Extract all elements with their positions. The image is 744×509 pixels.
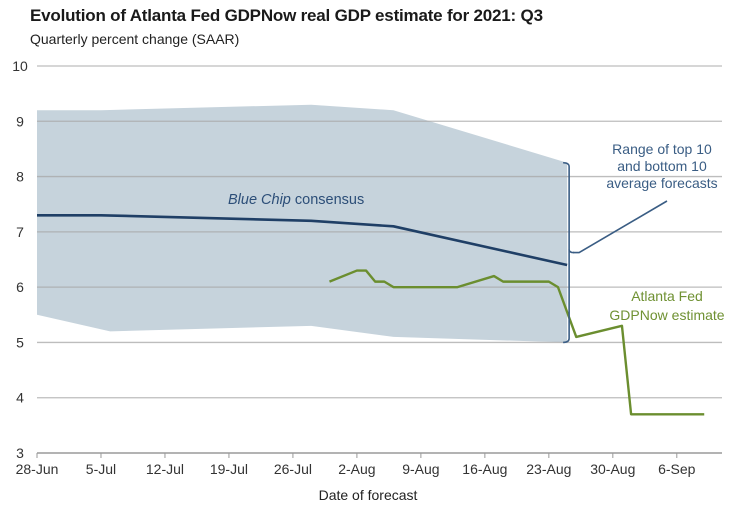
gridlines: [37, 65, 722, 399]
consensus-label-italic: Blue Chip: [228, 192, 291, 208]
range-band-layer: [37, 104, 568, 343]
series-layer: [37, 213, 705, 416]
range-band: [37, 104, 568, 343]
y-tick-label: 7: [16, 224, 24, 240]
y-tick-label: 3: [16, 445, 24, 461]
x-tick-label: 30-Aug: [590, 461, 635, 477]
x-tick-label: 2-Aug: [338, 461, 375, 477]
chart-subtitle: Quarterly percent change (SAAR): [30, 31, 240, 47]
x-tick-label: 16-Aug: [462, 461, 507, 477]
range-leader-line: [573, 200, 668, 254]
gdpnow-label-line: GDPNow estimate: [609, 307, 724, 323]
gdpnow-label-line: Atlanta Fed: [631, 288, 703, 304]
y-tick-label: 5: [16, 334, 24, 350]
y-tick-label: 9: [16, 113, 24, 129]
x-tick-label: 9-Aug: [402, 461, 439, 477]
series-line-gdpnow-estimate: [329, 269, 705, 416]
x-axis: [36, 452, 722, 458]
x-axis-labels: 28-Jun 5-Jul 12-Jul 19-Jul 26-Jul 2-Aug 9-Aug 1…: [16, 461, 696, 477]
x-tick-label: 26-Jul: [274, 461, 312, 477]
range-bracket: [563, 161, 570, 344]
y-tick-label: 6: [16, 279, 24, 295]
y-tick-label: 4: [16, 390, 24, 406]
x-tick-label: 28-Jun: [16, 461, 59, 477]
x-tick-label: 5-Jul: [86, 461, 116, 477]
range-label-line: average forecasts: [606, 175, 717, 191]
consensus-label: Blue Chip consensus: [228, 192, 364, 208]
x-tick-label: 23-Aug: [526, 461, 571, 477]
x-tick-label: 19-Jul: [210, 461, 248, 477]
y-tick-label: 10: [12, 58, 28, 74]
range-label-line: and bottom 10: [617, 158, 707, 174]
y-tick-label: 8: [16, 169, 24, 185]
series-line-blue-chip-consensus: [37, 213, 568, 267]
x-tick-label: 12-Jul: [146, 461, 184, 477]
x-tick-label: 6-Sep: [658, 461, 696, 477]
x-axis-title: Date of forecast: [319, 487, 418, 503]
range-label-line: Range of top 10: [612, 141, 712, 157]
y-axis-labels: 3 4 5 6 7 8 9 10: [12, 58, 28, 461]
chart-title: Evolution of Atlanta Fed GDPNow real GDP…: [30, 6, 543, 25]
consensus-label-rest: consensus: [291, 192, 364, 208]
